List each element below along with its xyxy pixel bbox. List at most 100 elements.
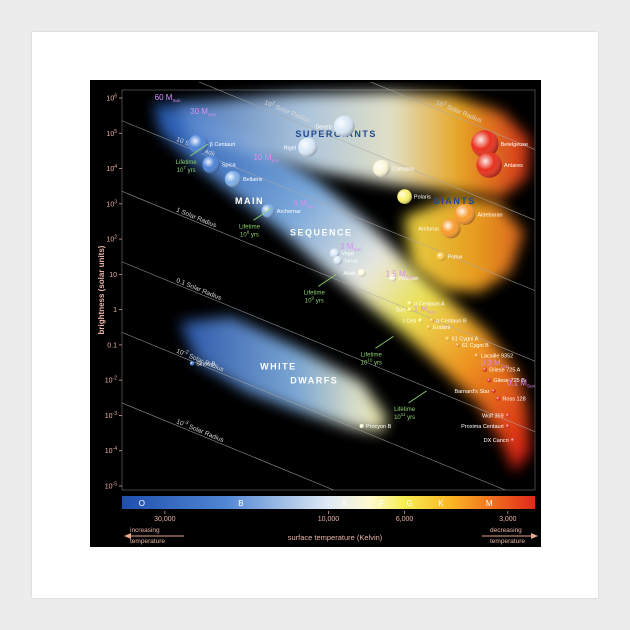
star-label: Aldebaran xyxy=(478,212,503,218)
star-label: α Centauri A xyxy=(414,301,445,307)
star-label: τ Ceti xyxy=(403,318,416,324)
star-label: 61 Cygni A xyxy=(452,337,479,343)
lifetime-pointer xyxy=(408,390,427,404)
x-axis-label: surface temperature (Kelvin) xyxy=(288,533,383,542)
star-highlight xyxy=(496,396,501,401)
region-label: GIANTS xyxy=(433,196,476,206)
star-label: Ross 128 xyxy=(502,397,525,403)
star-highlight xyxy=(397,189,412,204)
spectral-class-label: K xyxy=(438,499,444,508)
y-tick-label: 103 xyxy=(106,199,117,208)
mass-label: 6 MSun xyxy=(293,199,315,209)
star-highlight xyxy=(454,203,476,225)
lifetime-value: 1010 yrs xyxy=(361,357,382,366)
mass-label: 1.5 MSun xyxy=(386,269,415,279)
mass-label: 1 MSun xyxy=(414,305,436,315)
star-highlight xyxy=(202,155,220,174)
lifetime-value: 1011 yrs xyxy=(394,412,415,421)
star-label: Rigel xyxy=(284,145,297,151)
star-highlight xyxy=(359,423,364,429)
lifetime-value: 107 yrs xyxy=(177,165,196,174)
lifetime-pointer xyxy=(253,207,272,221)
radius-line xyxy=(121,332,506,490)
star-highlight xyxy=(491,388,496,393)
spectral-class-label: G xyxy=(407,499,413,508)
y-axis-label: brightness (solar units) xyxy=(97,245,106,334)
radius-line xyxy=(121,261,535,433)
increasing-temperature-arrow: increasing temperature xyxy=(124,527,184,545)
region-label: SEQUENCE xyxy=(290,228,353,238)
star-label: DX Cancri xyxy=(484,438,509,444)
star-label: Archernar xyxy=(277,209,301,215)
star-highlight xyxy=(436,251,446,262)
y-tick-label: 105 xyxy=(106,129,117,138)
region-label: MAIN xyxy=(235,196,264,206)
y-tick-label: 10-2 xyxy=(105,376,117,385)
star-label: Gliese 725 B xyxy=(493,378,525,384)
star-highlight xyxy=(389,274,397,282)
spectral-class-label: M xyxy=(486,499,493,508)
star-highlight xyxy=(455,342,460,348)
giant-band xyxy=(404,197,524,292)
star-label: Pollux xyxy=(448,255,463,261)
star-label: Canopus xyxy=(392,167,414,173)
star-label: Deneb xyxy=(315,124,331,130)
star-label: Bellatrix xyxy=(243,177,263,183)
stars: Deneb Rigel Betelgeuse Antares Canopus Polari… xyxy=(188,115,528,444)
star-highlight xyxy=(426,324,432,330)
star-highlight xyxy=(407,307,412,312)
star-highlight xyxy=(329,248,340,258)
lifetime-label: Lifetime xyxy=(361,352,383,358)
lifetime-label: Lifetime xyxy=(239,224,261,230)
region-labels: SUPERGIANTS GIANTS MAIN SEQUENCE WHITE DWARFS xyxy=(235,129,476,386)
star-label: α Centauri B xyxy=(436,318,467,324)
temperature-label-left: temperature xyxy=(130,538,165,545)
y-tick-label: 104 xyxy=(106,164,117,173)
spectral-class-label: O xyxy=(139,499,145,508)
mass-label: 0.1 MSun xyxy=(507,379,536,389)
radius-line xyxy=(198,82,535,221)
y-tick-label: 106 xyxy=(106,94,117,103)
star-label: Sirius B xyxy=(196,361,215,367)
star-highlight xyxy=(188,134,208,154)
lifetime-value: 109 yrs xyxy=(305,295,324,304)
star-label: Eridani xyxy=(433,325,450,331)
increasing-label: increasing xyxy=(130,527,160,534)
decreasing-label: decreasing xyxy=(490,527,522,534)
star-highlight xyxy=(298,137,318,157)
star-label: Polaris xyxy=(414,195,431,201)
white-dwarf-band xyxy=(180,317,387,432)
star-highlight xyxy=(476,152,502,178)
spectral-bar xyxy=(122,496,535,509)
decreasing-temperature-arrow: decreasing temperature xyxy=(482,527,538,545)
star-label: Altair xyxy=(343,271,356,277)
x-tick-label: 6,000 xyxy=(396,516,414,523)
x-tick-label: 30,000 xyxy=(154,516,176,523)
lifetime-label: Lifetime xyxy=(304,290,326,296)
star-label: 61 Cygni B xyxy=(462,343,489,349)
mass-label: 60 MSun xyxy=(155,93,181,103)
star-highlight xyxy=(505,413,511,418)
star-label: Wolf 359 xyxy=(482,413,504,419)
y-tick-label: 10-5 xyxy=(105,482,117,491)
star-label: β Centauri xyxy=(210,142,235,148)
y-tick-label: 10-3 xyxy=(105,411,117,420)
star-label: Sirius xyxy=(344,258,358,264)
x-axis: 30,000 10,000 6,000 3,000 xyxy=(154,511,517,523)
mass-labels: 60 MSun 30 MSun 10 MSun 6 MSun 3 MSun 1.5 MSu… xyxy=(155,93,536,389)
region-label: DWARFS xyxy=(290,376,338,386)
y-tick-label: 1 xyxy=(113,307,117,314)
radius-line xyxy=(121,191,535,362)
y-tick-label: 10-4 xyxy=(105,446,117,455)
star-highlight xyxy=(429,318,434,323)
star-label: Sun xyxy=(396,308,406,314)
region-label: WHITE xyxy=(260,362,297,372)
main-sequence-band xyxy=(154,102,530,472)
mass-label: 30 MSun xyxy=(190,107,216,117)
star-highlight xyxy=(440,218,461,239)
